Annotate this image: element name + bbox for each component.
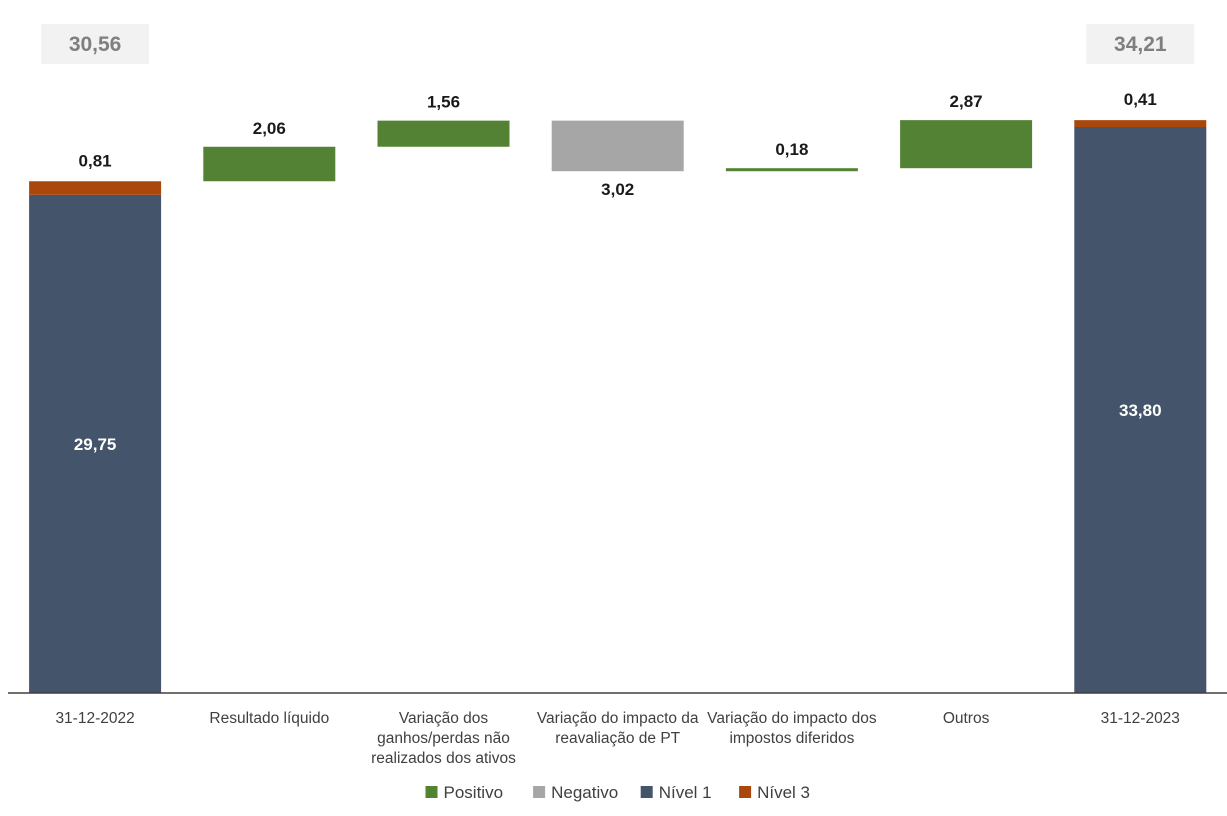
bar-nivel3-31-12-2022 [29, 181, 162, 195]
label-step-Outros: 2,87 [950, 92, 983, 111]
bar-step-Resultado líquido [203, 146, 336, 182]
legend-label-nivel3: Nível 3 [757, 783, 810, 802]
category-label: 31-12-2023 [1101, 710, 1180, 727]
label-step-Variação dos ganhos/perdas não realizados dos ativos: 1,56 [427, 93, 460, 112]
category-label: Outros [943, 710, 990, 727]
total-box-31-12-2022 [41, 24, 150, 64]
data-labels: 29,75 0,81 33,80 0,41 2,06 1,56 3,02 0,18 2,87 [74, 90, 1162, 454]
label-nivel1-31-12-2023: 33,80 [1119, 401, 1162, 420]
legend-label-nivel1: Nível 1 [659, 783, 712, 802]
bar-nivel1-31-12-2022 [29, 194, 162, 693]
label-step-Resultado líquido: 2,06 [253, 119, 286, 138]
legend-swatch-nivel3 [739, 786, 752, 798]
label-nivel3-31-12-2022: 0,81 [79, 151, 112, 170]
total-summary-boxes: 30,56 34,21 [41, 24, 1195, 64]
legend: Positivo Negativo Nível 1 Nível 3 [425, 783, 810, 802]
label-nivel3-31-12-2023: 0,41 [1124, 90, 1157, 109]
legend-swatch-nivel1 [640, 786, 653, 798]
category-label: Variação do impacto da reavaliação de PT [537, 710, 699, 747]
bar-nivel1-31-12-2023 [1074, 127, 1207, 693]
total-label-31-12-2023: 34,21 [1114, 33, 1167, 56]
category-label: Resultado líquido [209, 710, 329, 727]
bar-step-Variação do impacto da reavaliação de PT [551, 120, 684, 172]
bar-step-Outros [900, 120, 1033, 169]
bar-step-Variação do impacto dos impostos diferidos [725, 168, 858, 172]
category-label: Variação dos ganhos/perdas não realizados … [371, 710, 516, 767]
total-label-31-12-2022: 30,56 [69, 33, 122, 56]
bar-nivel3-31-12-2023 [1074, 120, 1207, 127]
legend-swatch-positive [425, 786, 438, 798]
total-box-31-12-2023 [1086, 24, 1195, 64]
chart-bars [29, 120, 1207, 693]
label-step-Variação do impacto dos impostos diferidos: 0,18 [775, 140, 808, 159]
legend-item-positive: Positivo [425, 783, 504, 802]
legend-item-negative: Negativo [533, 783, 618, 802]
legend-item-nivel3: Nível 3 [739, 783, 810, 802]
category-label: 31-12-2022 [55, 710, 134, 727]
legend-label-negative: Negativo [551, 783, 618, 802]
bar-step-Variação dos ganhos/perdas não realizados dos ativos [377, 120, 510, 147]
legend-item-nivel1: Nível 1 [640, 783, 712, 802]
category-label: Variação do impacto dos impostos diferido… [707, 710, 877, 747]
legend-label-positive: Positivo [444, 783, 504, 802]
label-step-Variação do impacto da reavaliação de PT: 3,02 [601, 180, 634, 199]
category-labels: 31-12-2022 Resultado líquido Variação dos g… [55, 710, 1179, 767]
label-nivel1-31-12-2022: 29,75 [74, 435, 117, 454]
legend-swatch-negative [533, 786, 546, 798]
